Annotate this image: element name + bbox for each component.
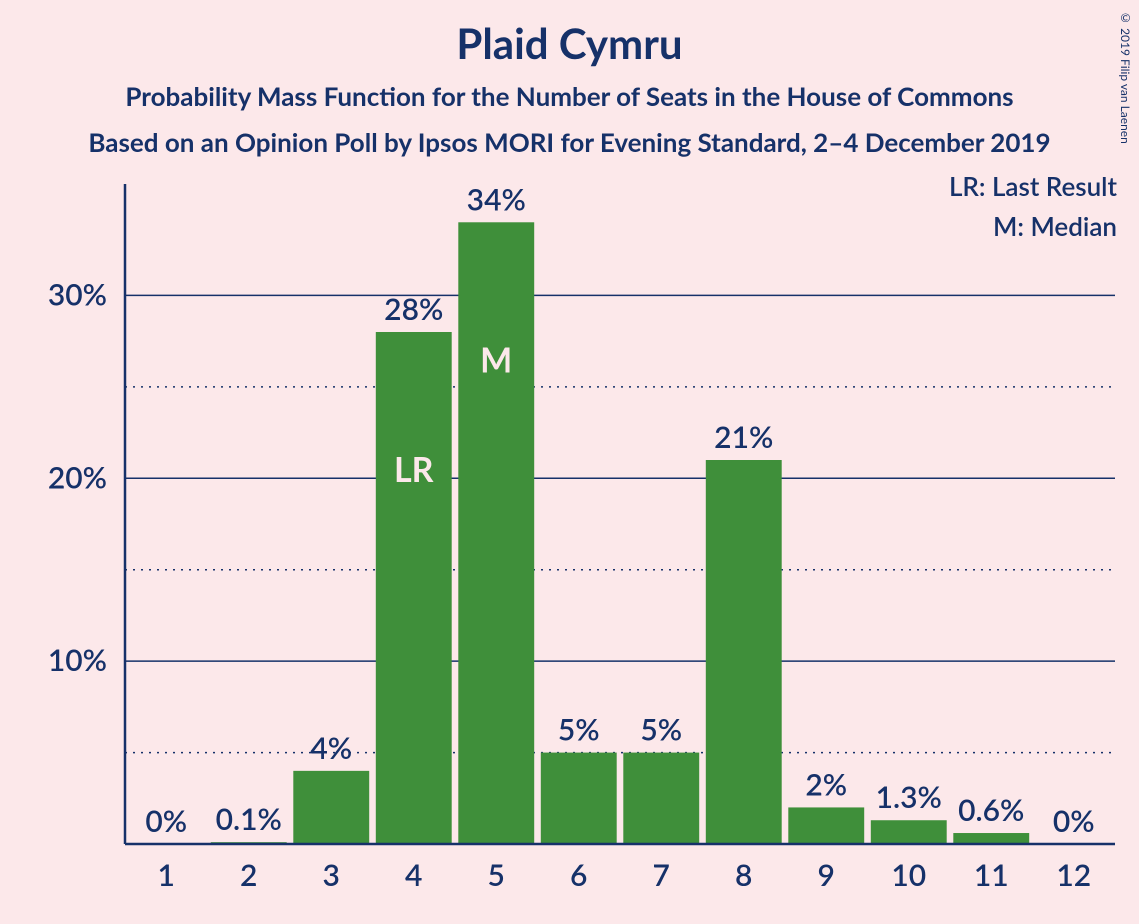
- x-tick-label: 1: [158, 857, 175, 893]
- x-tick-label: 12: [1056, 857, 1091, 893]
- bar-value-label: 2%: [805, 766, 847, 802]
- bar-value-label: 4%: [310, 730, 352, 766]
- x-tick-label: 5: [488, 857, 505, 893]
- bar-value-label: 28%: [384, 291, 443, 327]
- chart-subtitle-2: Based on an Opinion Poll by Ipsos MORI f…: [0, 112, 1139, 158]
- bar: [623, 753, 699, 844]
- bar: [458, 222, 534, 844]
- bar-value-label: 0%: [145, 803, 187, 839]
- bar-chart: 10% 20% 30% 0% 1 0.1% 2 4% 3 28% 4 LR 34% 5 M 5% 6 5% 7 21%…: [0, 164, 1139, 924]
- bar-inner-label: M: [480, 339, 512, 380]
- bar: [541, 753, 617, 844]
- x-tick-label: 2: [240, 857, 257, 893]
- bar: [871, 820, 947, 844]
- bar: [788, 807, 864, 844]
- x-tick-label: 8: [735, 857, 752, 893]
- y-tick-label: 10%: [48, 642, 107, 678]
- chart-subtitle-1: Probability Mass Function for the Number…: [0, 68, 1139, 112]
- bar-value-label: 0%: [1053, 803, 1095, 839]
- bar: [376, 332, 452, 844]
- chart-area: 10% 20% 30% 0% 1 0.1% 2 4% 3 28% 4 LR 34% 5 M 5% 6 5% 7 21%…: [0, 164, 1139, 924]
- x-tick-label: 3: [323, 857, 340, 893]
- bar-value-label: 34%: [467, 181, 526, 217]
- bar-value-label: 1.3%: [876, 779, 942, 815]
- bar: [293, 771, 369, 844]
- bar-value-label: 0.1%: [216, 801, 282, 837]
- bar-value-label: 21%: [714, 419, 773, 455]
- chart-title: Plaid Cymru: [0, 0, 1139, 68]
- x-tick-label: 9: [818, 857, 835, 893]
- bar: [706, 460, 782, 844]
- copyright: © 2019 Filip van Laenen: [1118, 10, 1133, 144]
- bar-value-label: 0.6%: [958, 792, 1024, 828]
- x-tick-label: 7: [653, 857, 670, 893]
- bar-value-label: 5%: [558, 712, 600, 748]
- x-tick-label: 11: [974, 857, 1009, 893]
- bar: [953, 833, 1029, 844]
- y-tick-label: 20%: [48, 459, 107, 495]
- x-tick-label: 6: [570, 857, 587, 893]
- x-tick-label: 10: [891, 857, 926, 893]
- bar-value-label: 5%: [640, 712, 682, 748]
- y-tick-label: 30%: [48, 276, 107, 312]
- bar-inner-label: LR: [394, 449, 434, 490]
- x-tick-label: 4: [405, 857, 422, 893]
